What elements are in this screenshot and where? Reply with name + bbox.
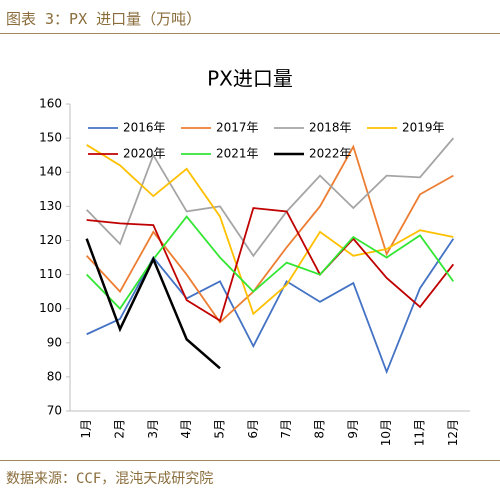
x-tick-label: 9月 [346, 419, 360, 439]
legend-label: 2022年 [309, 147, 352, 161]
x-tick-label: 8月 [313, 419, 327, 439]
y-tick-label: 100 [39, 301, 62, 315]
x-tick-label: 7月 [279, 419, 293, 439]
chart: PX进口量 70 80 90 100 110 120 130 140 150 160 1月 2月 3月 4… [39, 67, 470, 446]
x-tick-label: 2月 [113, 419, 127, 439]
header-title: 图表 3：PX 进口量（万吨） [6, 10, 202, 28]
series-line [85, 238, 221, 370]
y-tick-label: 80 [47, 369, 62, 383]
x-tick-label: 6月 [246, 419, 260, 439]
y-tick-label: 90 [47, 335, 62, 349]
legend-label: 2018年 [309, 121, 352, 135]
x-tick-label: 5月 [213, 419, 227, 439]
x-tick-label: 3月 [146, 419, 160, 439]
y-tick-label: 110 [39, 267, 62, 281]
series-line [86, 137, 455, 258]
x-tick-label: 11月 [413, 419, 427, 446]
y-tick-label: 120 [39, 233, 62, 247]
y-tick-label: 140 [39, 165, 62, 179]
series-line [86, 144, 454, 324]
y-tick-label: 70 [47, 404, 62, 418]
y-tick-label: 150 [39, 131, 62, 145]
chart-title: PX进口量 [207, 67, 293, 91]
series-line [86, 207, 455, 322]
series-line [86, 144, 454, 316]
footer-source: 数据来源：CCF，混沌天成研究院 [6, 471, 214, 487]
legend-label: 2017年 [216, 121, 259, 135]
legend-label: 2019年 [402, 121, 445, 135]
footer-rule [0, 460, 500, 461]
y-tick-label: 130 [39, 199, 62, 213]
x-tick-label: 12月 [446, 419, 460, 446]
series-line [86, 238, 455, 375]
x-tick-label: 4月 [179, 419, 193, 439]
legend-label: 2020年 [123, 147, 166, 161]
series-line [86, 215, 455, 311]
header-rule [0, 33, 500, 34]
legend-label: 2021年 [216, 147, 259, 161]
y-tick-label: 160 [39, 97, 62, 111]
x-tick-label: 1月 [79, 419, 93, 439]
x-tick-label: 10月 [379, 419, 393, 446]
legend-label: 2016年 [123, 121, 166, 135]
